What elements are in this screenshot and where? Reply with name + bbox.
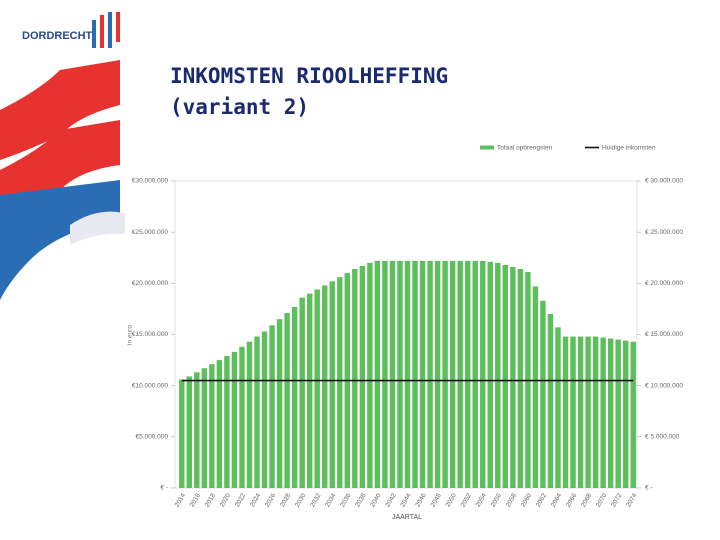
decor-red-1: [0, 60, 120, 160]
bar: [179, 379, 185, 488]
y-axis-label: in euro: [127, 325, 134, 345]
bar: [502, 264, 509, 488]
bar: [374, 260, 381, 488]
y-tick-label: €20.000.000: [132, 280, 169, 287]
bar: [216, 360, 223, 488]
bar: [254, 336, 260, 488]
y2-tick-label: € -: [645, 485, 653, 492]
bar: [314, 289, 320, 488]
bar: [630, 341, 636, 488]
y2-tick-label: € 15.000.000: [645, 331, 683, 338]
bar: [367, 262, 373, 488]
bar: [291, 306, 298, 488]
bar: [269, 325, 275, 488]
bar: [239, 346, 245, 488]
bar: [276, 319, 283, 488]
bar: [577, 336, 584, 488]
logo-bar: [116, 12, 120, 42]
bar: [412, 260, 418, 488]
bar: [427, 260, 433, 488]
bar: [555, 327, 561, 488]
y2-tick-label: € 10.000.000: [645, 382, 683, 389]
bar: [261, 331, 268, 488]
bar: [495, 262, 501, 488]
y-tick-label: € -: [160, 485, 168, 492]
bar: [442, 260, 448, 488]
legend-label: Totaal opbrengsten: [497, 145, 553, 152]
y2-tick-label: € 25.000.000: [645, 229, 683, 236]
bar: [615, 339, 621, 488]
bar: [532, 286, 539, 488]
bar: [389, 260, 396, 488]
slide-title: (variant 2): [170, 95, 309, 119]
bar: [607, 338, 614, 488]
bar: [480, 260, 486, 488]
legend-swatch: [480, 145, 494, 150]
bar: [464, 260, 471, 488]
y2-tick-label: € 5.000.000: [645, 434, 680, 441]
y2-tick-label: € 20.000.000: [645, 280, 683, 287]
bar: [592, 336, 599, 488]
y-tick-label: €25.000.000: [132, 229, 169, 236]
decor-blue: [0, 180, 120, 300]
bar: [419, 260, 426, 488]
logo-bar: [92, 20, 96, 48]
bar: [299, 297, 305, 488]
y-tick-label: €5.000.000: [135, 434, 168, 441]
bar: [517, 269, 524, 488]
bar: [397, 260, 403, 488]
bar: [329, 281, 335, 488]
bar: [231, 351, 238, 488]
bar: [224, 355, 230, 488]
logo-bar: [108, 12, 112, 48]
bar: [487, 261, 493, 488]
logo-bar: [100, 15, 104, 48]
bar: [510, 266, 516, 488]
bar: [246, 341, 253, 488]
bar: [449, 260, 456, 488]
bar: [194, 372, 200, 488]
bar: [209, 364, 215, 488]
y-tick-label: €30.000.000: [132, 178, 169, 185]
bar: [434, 260, 441, 488]
bar: [382, 260, 388, 488]
decor-red-2: [0, 120, 120, 210]
bar: [337, 277, 343, 488]
bar: [457, 260, 463, 488]
legend-label: Huidige inkomsten: [602, 145, 656, 152]
bar: [585, 336, 591, 488]
bar: [352, 269, 358, 488]
y-tick-label: €15.000.000: [132, 331, 169, 338]
bar: [570, 336, 576, 488]
bar: [472, 260, 478, 488]
bar: [562, 336, 569, 488]
slide-title: INKOMSTEN RIOOLHEFFING: [170, 64, 448, 88]
bar: [306, 293, 313, 488]
logo-mark: [92, 12, 120, 48]
bar: [201, 368, 208, 488]
bar: [322, 285, 328, 488]
bar: [600, 337, 606, 488]
y2-tick-label: € 30.000.000: [645, 178, 683, 185]
decor-white: [70, 211, 130, 245]
bar: [404, 260, 411, 488]
bar: [359, 265, 366, 488]
bar: [186, 376, 192, 488]
y-tick-label: €10.000.000: [132, 382, 169, 389]
bar: [547, 314, 554, 488]
bar: [284, 313, 290, 488]
logo-text: DORDRECHT: [22, 30, 93, 42]
bar: [623, 340, 629, 488]
bar: [540, 300, 546, 488]
x-axis-label: JAARTAL: [392, 514, 422, 521]
